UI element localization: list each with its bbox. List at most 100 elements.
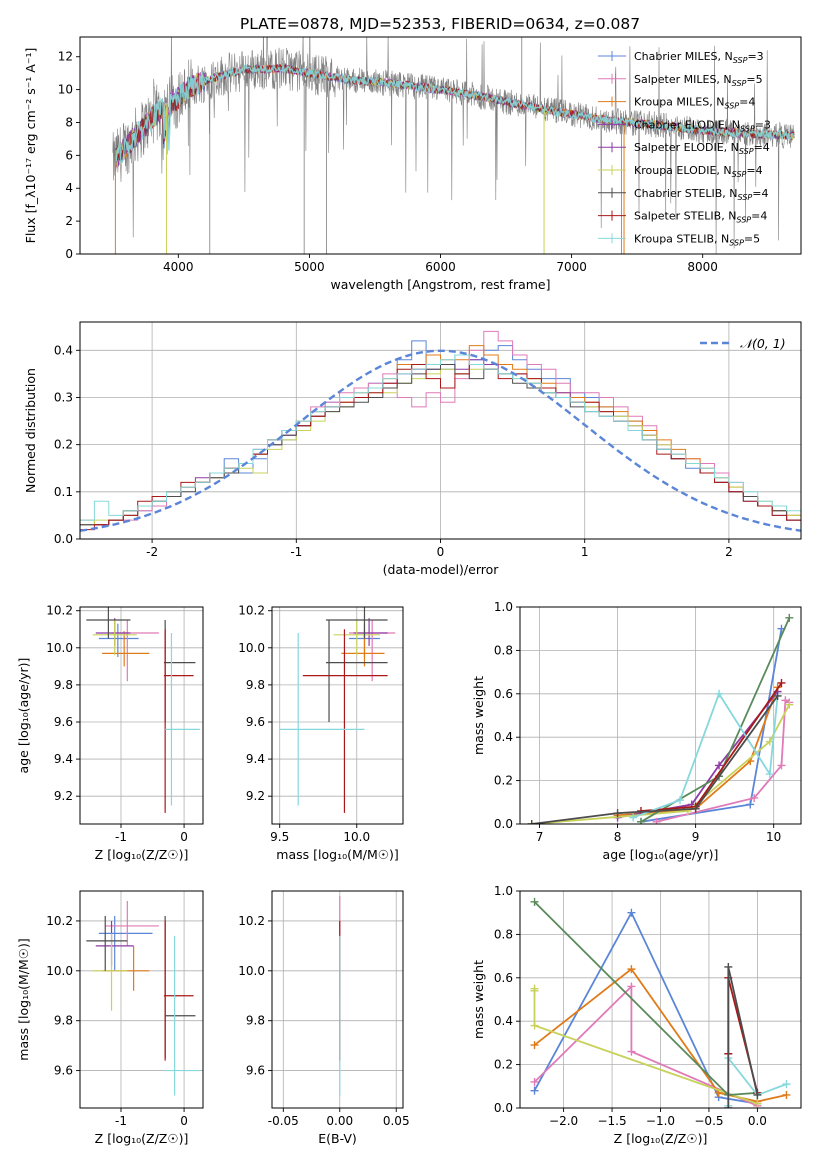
weight-point-marker xyxy=(753,1090,762,1099)
axes-frame xyxy=(519,606,802,825)
legend-label-subscript: SSP xyxy=(739,147,754,156)
weight-point-marker xyxy=(530,986,539,995)
y-tick-label: 9.8 xyxy=(246,1014,265,1028)
weight-point-marker xyxy=(629,813,638,822)
y-tick-label: 9.2 xyxy=(54,789,73,803)
legend-label: Salpeter MILES, NSSP=5 xyxy=(634,73,763,88)
y-tick-label: 0 xyxy=(65,247,73,261)
x-tick-label: 10.0 xyxy=(343,830,370,844)
weight-series-line xyxy=(531,704,791,824)
y-tick-label: 0.2 xyxy=(494,774,513,788)
mass-vs-metallicity-panel: -1 0 9.6 9.8 10.0 10.2 Z [log₁₀(Z/Z☉)] mass [lo… xyxy=(16,890,204,1146)
x-tick-label: 4000 xyxy=(163,260,194,274)
y-tick-label: 6 xyxy=(65,148,73,162)
y-axis-label: mass weight xyxy=(471,676,486,755)
y-tick-label: 10.2 xyxy=(238,604,265,618)
weight-point-marker xyxy=(530,1086,539,1095)
legend-label-count: =3 xyxy=(755,118,771,131)
legend-label-count: =4 xyxy=(751,210,767,223)
x-tick-label: -1 xyxy=(115,830,127,844)
x-tick-label: 7000 xyxy=(556,260,587,274)
y-tick-label: 9.6 xyxy=(54,715,73,729)
y-tick-label: 0.0 xyxy=(494,817,513,831)
y-tick-label: 9.8 xyxy=(54,1014,73,1028)
weight-point-marker xyxy=(530,1077,539,1086)
weight-point-marker xyxy=(527,820,536,824)
y-tick-label: 0.4 xyxy=(494,730,513,744)
x-tick-label: 0.0 xyxy=(748,1114,767,1128)
plot-area xyxy=(86,900,200,1096)
y-tick-label: 9.6 xyxy=(54,1064,73,1078)
plot-area xyxy=(112,37,795,254)
y-tick-label: 9.2 xyxy=(246,789,265,803)
y-tick-label: 0.2 xyxy=(494,1058,513,1072)
histogram-series xyxy=(80,354,801,539)
weight-series-line xyxy=(533,988,758,1105)
y-tick-label: 0.6 xyxy=(494,971,513,985)
y-tick-label: 0.3 xyxy=(54,390,73,404)
weight-point-marker xyxy=(746,800,755,809)
x-tick-label: −2.0 xyxy=(549,1114,578,1128)
plot-area xyxy=(80,330,801,539)
y-tick-label: 0.6 xyxy=(494,687,513,701)
legend-label: Chabrier STELIB, NSSP=4 xyxy=(634,187,768,202)
legend-label: Kroupa STELIB, NSSP=5 xyxy=(634,232,760,247)
y-tick-label: 10.0 xyxy=(238,641,265,655)
x-axis-label: wavelength [Angstrom, rest frame] xyxy=(330,277,550,292)
legend-label-subscript: SSP xyxy=(724,102,739,111)
y-tick-label: 9.4 xyxy=(246,752,265,766)
x-tick-label: 7 xyxy=(536,830,544,844)
x-axis-label: (data-model)/error xyxy=(383,562,500,577)
weight-point-marker xyxy=(782,1080,791,1089)
x-tick-label: 1 xyxy=(581,545,589,559)
legend-label-text: Salpeter MILES, N xyxy=(634,73,732,86)
residual-histogram-panel: -2 -1 0 1 2 0.0 0.1 0.2 0.3 0.4 (data-model)/error… xyxy=(23,321,802,577)
x-axis-label: age [log₁₀(age/yr)] xyxy=(603,847,719,862)
weight-point-marker xyxy=(715,689,724,698)
legend-label-text: Chabrier STELIB, N xyxy=(634,187,738,200)
weight-series-line xyxy=(533,901,758,1096)
x-axis-label: Z [log₁₀(Z/Z☉)] xyxy=(95,847,189,862)
figure-title: PLATE=0878, MJD=52353, FIBERID=0634, z=0… xyxy=(240,15,640,33)
weight-point-marker xyxy=(627,908,636,917)
axes-frame xyxy=(271,606,404,825)
y-tick-label: 4 xyxy=(65,181,73,195)
legend-label-subscript: SSP xyxy=(736,216,751,225)
x-tick-label: 9 xyxy=(692,830,700,844)
y-tick-label: 9.4 xyxy=(54,752,73,766)
y-tick-label: 2 xyxy=(65,214,73,228)
x-tick-label: 0 xyxy=(180,1114,188,1128)
y-tick-label: 0.2 xyxy=(54,438,73,452)
y-axis-label: mass weight xyxy=(471,960,486,1039)
weight-point-marker xyxy=(530,1021,539,1030)
legend-label: Kroupa ELODIE, NSSP=4 xyxy=(634,164,763,179)
legend-label: Kroupa MILES, NSSP=4 xyxy=(634,96,755,111)
x-tick-label: -2 xyxy=(146,545,158,559)
x-tick-label: 9.5 xyxy=(270,830,289,844)
x-tick-label: -1 xyxy=(290,545,302,559)
age-vs-metallicity-panel: -1 0 9.2 9.4 9.6 9.8 10.0 10.2 Z [log₁₀(Z/Z☉)] ag… xyxy=(16,604,204,862)
legend-label: Chabrier ELODIE, NSSP=3 xyxy=(634,118,771,133)
legend-label-count: =4 xyxy=(746,164,762,177)
weight-point-marker xyxy=(613,809,622,818)
weight-point-marker xyxy=(676,796,685,805)
x-tick-label: 8000 xyxy=(687,260,718,274)
x-tick-label: −1.0 xyxy=(646,1114,675,1128)
x-tick-label: 5000 xyxy=(294,260,325,274)
weight-series-line xyxy=(640,628,783,823)
weight-point-marker xyxy=(777,761,786,770)
weight-point-marker xyxy=(627,1047,636,1056)
weight-point-marker xyxy=(777,678,786,687)
weight-point-marker xyxy=(773,691,782,700)
legend-label-text: Salpeter STELIB, N xyxy=(634,210,736,223)
weight-vs-age-panel: 7 8 9 10 0.0 0.2 0.4 0.6 0.8 1.0 age [log₁₀(age/yr… xyxy=(471,600,802,862)
y-tick-label: 10 xyxy=(58,83,73,97)
weight-point-marker xyxy=(627,965,636,974)
legend-label-text: Kroupa STELIB, N xyxy=(634,232,729,245)
y-tick-label: 10.0 xyxy=(46,641,73,655)
x-tick-label: 6000 xyxy=(425,260,456,274)
y-tick-label: 1.0 xyxy=(494,600,513,614)
plot-area xyxy=(86,607,200,813)
y-tick-label: 9.6 xyxy=(246,715,265,729)
